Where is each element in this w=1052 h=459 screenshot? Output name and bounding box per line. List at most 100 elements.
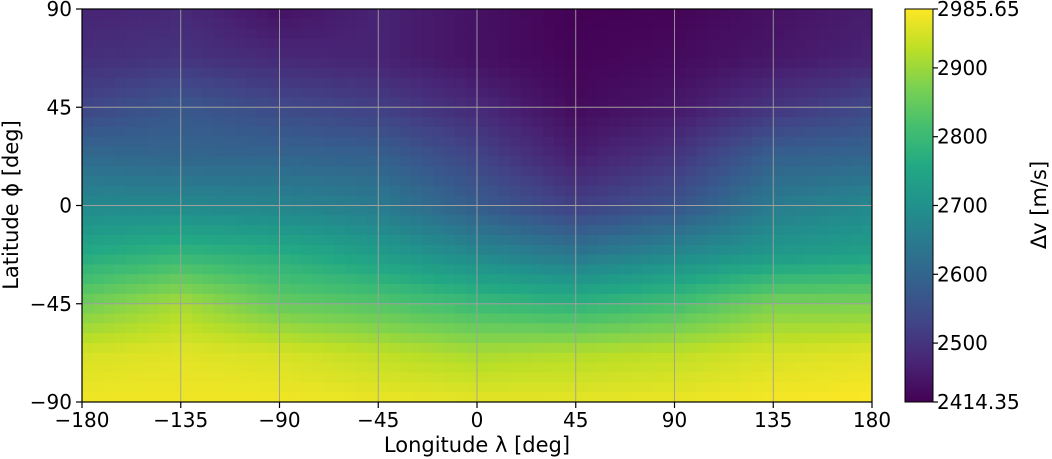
- heatmap-cell: [817, 254, 829, 266]
- heatmap-cell: [477, 205, 489, 216]
- heatmap-cell: [356, 77, 368, 89]
- heatmap-cell: [597, 77, 610, 89]
- heatmap-cell: [487, 9, 500, 20]
- heatmap-cell: [367, 215, 379, 226]
- heatmap-cell: [608, 343, 621, 354]
- heatmap-cell: [257, 97, 270, 108]
- heatmap-cell: [169, 264, 182, 275]
- heatmap-cell: [685, 362, 698, 374]
- heatmap-cell: [477, 313, 489, 324]
- heatmap-cell: [608, 176, 621, 187]
- heatmap-cell: [839, 333, 851, 344]
- heatmap-cell: [213, 48, 226, 59]
- heatmap-cell: [542, 382, 555, 393]
- heatmap-cell: [707, 323, 719, 334]
- heatmap-cell: [180, 284, 193, 295]
- heatmap-cell: [411, 38, 423, 49]
- heatmap-cell: [520, 28, 533, 40]
- heatmap-cell: [180, 38, 193, 49]
- heatmap-cell: [400, 293, 412, 305]
- heatmap-cell: [575, 284, 588, 295]
- heatmap-cell: [652, 264, 665, 275]
- heatmap-cell: [202, 166, 215, 177]
- heatmap-cell: [367, 254, 379, 266]
- heatmap-cell: [334, 362, 346, 374]
- heatmap-cell: [114, 343, 127, 354]
- heatmap-cell: [334, 9, 346, 20]
- heatmap-cell: [839, 234, 851, 246]
- heatmap-cell: [246, 136, 259, 148]
- heatmap-cell: [553, 58, 566, 69]
- heatmap-cell: [345, 303, 357, 315]
- heatmap-cell: [641, 205, 654, 216]
- heatmap-cell: [707, 58, 719, 69]
- heatmap-cell: [850, 244, 862, 256]
- heatmap-cell: [751, 136, 763, 148]
- heatmap-cell: [114, 77, 127, 89]
- heatmap-cell: [487, 48, 500, 59]
- heatmap-cell: [608, 146, 621, 157]
- heatmap-cell: [751, 215, 763, 226]
- heatmap-cell: [784, 136, 796, 148]
- heatmap-cell: [323, 126, 335, 138]
- heatmap-cell: [795, 18, 807, 30]
- heatmap-cell: [455, 352, 467, 364]
- heatmap-cell: [158, 97, 171, 108]
- heatmap-cell: [795, 146, 807, 157]
- heatmap-cell: [147, 38, 160, 49]
- heatmap-cell: [608, 225, 621, 236]
- heatmap-cell: [685, 372, 698, 383]
- heatmap-cell: [553, 372, 566, 383]
- heatmap-cell: [652, 303, 665, 315]
- heatmap-cell: [498, 303, 511, 315]
- heatmap-cell: [586, 48, 599, 59]
- heatmap-cell: [630, 77, 643, 89]
- heatmap-cell: [345, 87, 357, 99]
- heatmap-cell: [575, 313, 588, 324]
- x-axis-ticks: −180 −135 −90 −45 0 45 90 135 180: [55, 402, 891, 432]
- x-tick-label: −90: [258, 408, 300, 432]
- heatmap-cell: [542, 392, 555, 402]
- heatmap-cell: [740, 18, 752, 30]
- heatmap-cell: [444, 323, 456, 334]
- heatmap-cell: [850, 274, 862, 285]
- heatmap-cell: [400, 195, 412, 207]
- heatmap-cell: [751, 352, 763, 364]
- heatmap-cell: [290, 392, 303, 402]
- heatmap-cell: [597, 372, 610, 383]
- heatmap-cell: [795, 107, 807, 118]
- heatmap-cell: [202, 313, 215, 324]
- heatmap-cell: [751, 77, 763, 89]
- heatmap-cell: [103, 146, 116, 157]
- heatmap-cell: [641, 392, 654, 402]
- heatmap-cell: [400, 382, 412, 393]
- x-tick-label: 135: [754, 408, 792, 432]
- heatmap-cell: [575, 205, 588, 216]
- heatmap-cell: [312, 48, 324, 59]
- heatmap-cell: [531, 38, 544, 49]
- heatmap-cell: [235, 126, 248, 138]
- heatmap-cell: [191, 323, 204, 334]
- heatmap-cell: [279, 18, 292, 30]
- heatmap-cell: [707, 205, 719, 216]
- heatmap-cell: [477, 382, 489, 393]
- heatmap-cell: [652, 274, 665, 285]
- heatmap-cell: [268, 362, 281, 374]
- heatmap-cell: [487, 28, 500, 40]
- heatmap-cell: [674, 97, 687, 108]
- heatmap-cell: [696, 58, 709, 69]
- heatmap-cell: [82, 18, 94, 30]
- heatmap-cell: [784, 244, 796, 256]
- heatmap-cell: [674, 264, 687, 275]
- heatmap-cell: [213, 362, 226, 374]
- heatmap-cell: [147, 205, 160, 216]
- heatmap-cell: [564, 185, 577, 197]
- heatmap-cell: [707, 234, 719, 246]
- heatmap-cell: [378, 77, 390, 89]
- heatmap-cell: [839, 18, 851, 30]
- heatmap-cell: [531, 234, 544, 246]
- heatmap-cell: [674, 9, 687, 20]
- heatmap-cell: [828, 176, 840, 187]
- heatmap-cell: [817, 234, 829, 246]
- heatmap-cell: [400, 185, 412, 197]
